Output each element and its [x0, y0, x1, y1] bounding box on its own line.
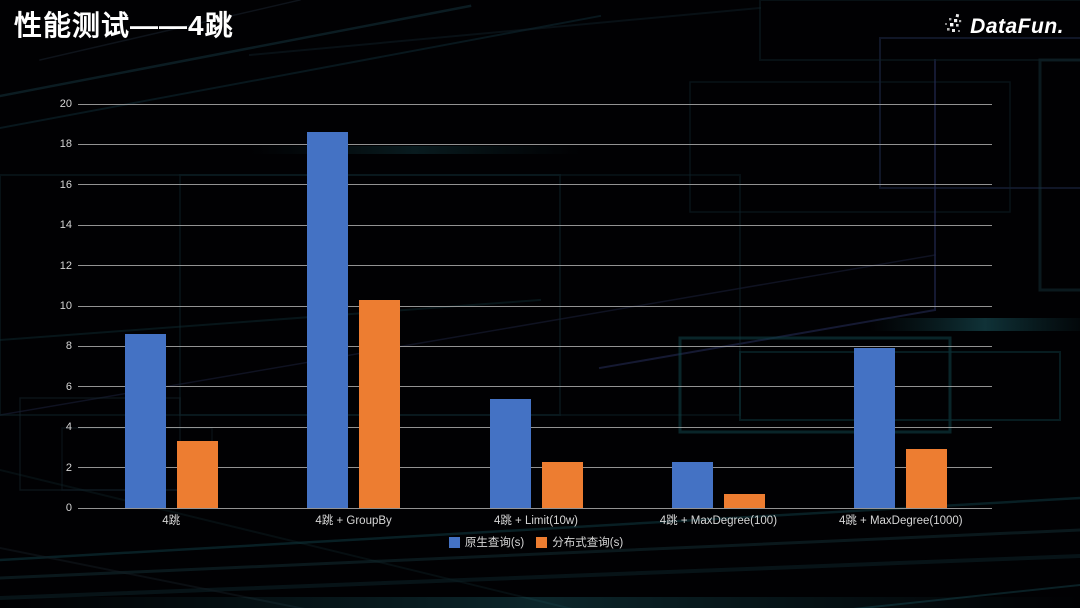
gridline	[78, 143, 992, 145]
y-tick-label: 18	[59, 138, 72, 151]
slide-title: 性能测试——4跳	[14, 10, 234, 41]
bar-distributed-query	[176, 441, 218, 508]
bar-native-query	[307, 132, 349, 508]
y-tick-label: 10	[59, 300, 72, 312]
x-category-label: 4跳 + MaxDegree(1000)	[838, 515, 963, 527]
y-tick-label: 8	[65, 340, 72, 353]
gridline	[78, 386, 992, 388]
y-tick-label: 16	[59, 178, 72, 191]
legend-item: 原生查询(s)	[448, 534, 525, 550]
y-tick-label: 6	[65, 380, 72, 393]
gridline	[78, 103, 992, 105]
x-category-label: 4跳 + MaxDegree(100)	[659, 515, 778, 527]
bar-distributed-query	[723, 493, 765, 508]
x-category-label: 4跳 + GroupBy	[315, 515, 392, 527]
gridline	[78, 467, 992, 469]
gridline	[78, 426, 992, 428]
gridline	[78, 305, 992, 307]
x-category-label: 4跳 + Limit(10w)	[493, 515, 579, 527]
legend-swatch-icon	[536, 536, 548, 548]
gridline	[78, 507, 992, 509]
bar-distributed-query	[359, 299, 401, 508]
y-tick-label: 12	[59, 259, 72, 272]
gridline	[78, 184, 992, 186]
legend-swatch-icon	[448, 536, 460, 548]
y-tick-label: 4	[65, 421, 72, 434]
bar-distributed-query	[906, 449, 948, 508]
gridline	[78, 345, 992, 347]
legend-label: 分布式查询(s)	[552, 537, 624, 549]
datafun-logo-text: DataFun.	[970, 14, 1064, 38]
y-tick-label: 14	[59, 219, 72, 232]
bar-native-query	[489, 398, 531, 508]
gridline	[78, 224, 992, 226]
legend-item: 分布式查询(s)	[536, 534, 623, 550]
bar-native-query	[124, 334, 166, 508]
bar-distributed-query	[541, 461, 583, 508]
bar-native-query	[671, 461, 713, 508]
y-tick-label: 0	[65, 502, 72, 514]
y-tick-label: 20	[59, 98, 72, 110]
bar-native-query	[854, 348, 896, 508]
gridline	[78, 265, 992, 267]
y-tick-label: 2	[65, 461, 72, 474]
chart-legend: 原生查询(s) 分布式查询(s)	[80, 534, 992, 550]
legend-label: 原生查询(s)	[464, 537, 525, 549]
datafun-logo: DataFun.	[942, 10, 1064, 43]
x-category-label: 4跳	[162, 515, 181, 527]
datafun-dots-icon	[942, 10, 968, 43]
